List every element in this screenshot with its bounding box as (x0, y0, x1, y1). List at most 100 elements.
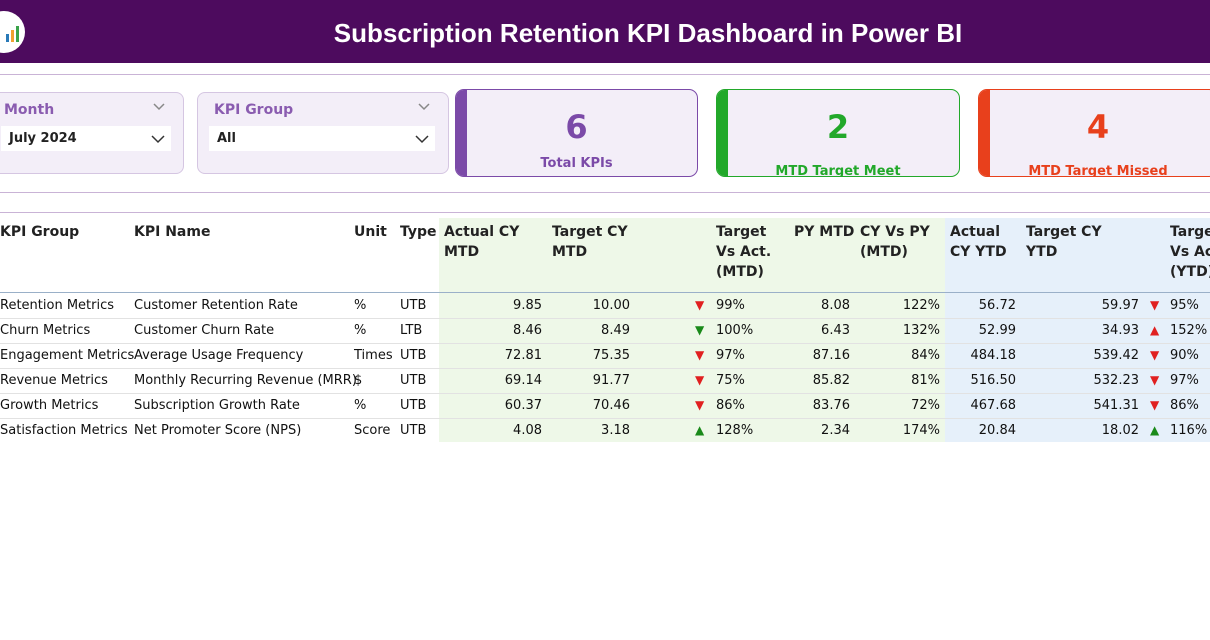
column-header: Target CY YTD (1026, 224, 1102, 260)
dropdown-chevron (151, 135, 165, 144)
status-arrow: ▼ (695, 398, 705, 412)
column-header: PY MTD (794, 224, 855, 240)
table-cell: 75.35 (592, 348, 630, 363)
month-filter[interactable]: Month July 2024 (0, 92, 184, 174)
table-cell: 174% (902, 423, 940, 438)
table-cell: UTB (400, 423, 427, 438)
table-cell: LTB (400, 323, 423, 338)
status-arrow: ▼ (695, 348, 705, 362)
table-cell: 97% (1170, 373, 1199, 388)
table-cell: 8.49 (601, 323, 630, 338)
status-arrow: ▼ (695, 373, 705, 387)
row-rule (0, 368, 1210, 369)
kpi-card: 2 MTD Target Meet (716, 89, 960, 177)
table-cell: Times (354, 348, 393, 363)
table-cell: 4.08 (513, 423, 542, 438)
table-cell: 75% (716, 373, 745, 388)
chevron (418, 103, 430, 111)
card-value: 2 (826, 108, 850, 146)
table-cell: 70.46 (592, 398, 630, 413)
status-arrow: ▼ (1150, 398, 1160, 412)
column-header: Type (400, 224, 437, 240)
table-cell: 541.31 (1093, 398, 1140, 413)
table-cell: 9.85 (513, 298, 542, 313)
table-cell: Customer Churn Rate (134, 323, 275, 338)
column-header: Unit (354, 224, 387, 240)
filter-value[interactable]: All (209, 126, 435, 151)
table-cell: 34.93 (1101, 323, 1139, 338)
table-cell: 84% (911, 348, 940, 363)
kpi-card: 6 Total KPIs (455, 89, 698, 177)
logo-bar (16, 26, 19, 42)
column-header: Target CY MTD (552, 224, 628, 260)
table-cell: Average Usage Frequency (134, 348, 304, 363)
table-cell: UTB (400, 298, 427, 313)
table-cell: % (354, 398, 367, 413)
table-cell: 116% (1170, 423, 1208, 438)
table-cell: Revenue Metrics (0, 373, 108, 388)
card-value: 4 (1086, 108, 1110, 146)
card-accent (979, 90, 990, 176)
table-cell: Subscription Growth Rate (134, 398, 300, 413)
card-accent (456, 90, 467, 176)
kpi-group-filter[interactable]: KPI Group All (197, 92, 449, 174)
table-cell: 83.76 (812, 398, 850, 413)
table-cell: 86% (1170, 398, 1199, 413)
divider (0, 212, 1210, 213)
status-arrow: ▼ (695, 323, 705, 337)
title: Subscription Retention KPI Dashboard in … (333, 18, 963, 48)
table-cell: UTB (400, 398, 427, 413)
table-cell: 56.72 (978, 298, 1016, 313)
table-cell: 95% (1170, 298, 1199, 313)
column-header: Target Vs Act. (YTD) (1170, 224, 1210, 280)
card-value: 6 (565, 108, 588, 146)
table-cell: Retention Metrics (0, 298, 115, 313)
mtd-band (439, 218, 945, 442)
header-rule (0, 292, 1210, 293)
table-cell: 91.77 (592, 373, 630, 388)
status-arrow: ▲ (1150, 323, 1160, 337)
table-cell: $ (354, 373, 363, 388)
column-header: KPI Name (134, 224, 211, 240)
table-cell: Churn Metrics (0, 323, 91, 338)
table-cell: 3.18 (601, 423, 630, 438)
chevron (153, 103, 165, 111)
logo-bar (11, 30, 14, 42)
table-cell: 87.16 (812, 348, 850, 363)
table-cell: 72% (911, 398, 940, 413)
table-cell: UTB (400, 373, 427, 388)
logo-bar (6, 34, 9, 42)
logo (0, 11, 25, 53)
row-rule (0, 318, 1210, 319)
filter-label: Month (4, 102, 55, 118)
card-label: MTD Target Meet (775, 164, 901, 177)
table-cell: 128% (716, 423, 754, 438)
card-label: MTD Target Missed (1028, 164, 1168, 177)
status-arrow: ▲ (1150, 423, 1160, 437)
divider (0, 74, 1210, 75)
table-cell: Monthly Recurring Revenue (MRR) (134, 373, 357, 388)
filter-label: KPI Group (214, 102, 294, 118)
table-cell: 90% (1170, 348, 1199, 363)
status-arrow: ▼ (1150, 348, 1160, 362)
table-cell: 86% (716, 398, 745, 413)
table-cell: 81% (911, 373, 940, 388)
filter-value[interactable]: July 2024 (1, 126, 171, 151)
divider (0, 192, 1210, 193)
kpi-card: 4 MTD Target Missed (978, 89, 1210, 177)
table-cell: 8.46 (513, 323, 542, 338)
table-cell: % (354, 298, 367, 313)
table-cell: 516.50 (970, 373, 1017, 388)
table-cell: Engagement Metrics (0, 348, 135, 363)
header-bar (0, 0, 1210, 63)
table-cell: 100% (716, 323, 754, 338)
card-label: Total KPIs (540, 156, 613, 171)
card-accent (717, 90, 728, 176)
table-cell: 122% (902, 298, 940, 313)
status-arrow: ▼ (695, 298, 705, 312)
dropdown-chevron (415, 135, 429, 144)
column-header: Actual CY MTD (444, 224, 520, 260)
table-cell: 72.81 (504, 348, 542, 363)
status-arrow: ▼ (1150, 373, 1160, 387)
